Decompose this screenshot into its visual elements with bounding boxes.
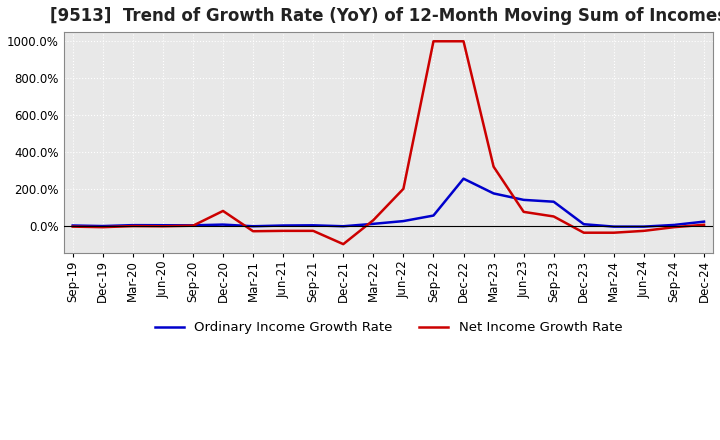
Net Income Growth Rate <box>490 164 498 169</box>
Ordinary Income Growth Rate <box>490 191 498 196</box>
Ordinary Income Growth Rate <box>519 197 528 202</box>
Legend: Ordinary Income Growth Rate, Net Income Growth Rate: Ordinary Income Growth Rate, Net Income … <box>149 316 627 340</box>
Net Income Growth Rate <box>249 229 258 234</box>
Ordinary Income Growth Rate <box>309 223 318 228</box>
Net Income Growth Rate <box>68 224 77 229</box>
Net Income Growth Rate <box>549 214 558 219</box>
Net Income Growth Rate <box>339 242 348 247</box>
Net Income Growth Rate <box>189 223 197 228</box>
Net Income Growth Rate <box>279 228 287 234</box>
Ordinary Income Growth Rate <box>459 176 468 181</box>
Ordinary Income Growth Rate <box>339 224 348 229</box>
Net Income Growth Rate <box>309 228 318 234</box>
Ordinary Income Growth Rate <box>639 224 648 229</box>
Ordinary Income Growth Rate <box>610 224 618 229</box>
Net Income Growth Rate <box>158 224 167 229</box>
Net Income Growth Rate <box>670 224 678 230</box>
Net Income Growth Rate <box>700 222 708 227</box>
Ordinary Income Growth Rate <box>249 224 258 229</box>
Ordinary Income Growth Rate <box>99 224 107 229</box>
Ordinary Income Growth Rate <box>68 223 77 228</box>
Net Income Growth Rate <box>219 208 228 213</box>
Ordinary Income Growth Rate <box>219 222 228 227</box>
Title: [9513]  Trend of Growth Rate (YoY) of 12-Month Moving Sum of Incomes: [9513] Trend of Growth Rate (YoY) of 12-… <box>50 7 720 25</box>
Net Income Growth Rate <box>99 224 107 230</box>
Ordinary Income Growth Rate <box>580 222 588 227</box>
Ordinary Income Growth Rate <box>158 223 167 228</box>
Net Income Growth Rate <box>399 186 408 191</box>
Net Income Growth Rate <box>429 39 438 44</box>
Ordinary Income Growth Rate <box>549 199 558 204</box>
Ordinary Income Growth Rate <box>279 223 287 228</box>
Net Income Growth Rate <box>519 209 528 215</box>
Line: Net Income Growth Rate: Net Income Growth Rate <box>73 41 704 244</box>
Ordinary Income Growth Rate <box>670 222 678 227</box>
Ordinary Income Growth Rate <box>399 218 408 224</box>
Net Income Growth Rate <box>459 39 468 44</box>
Net Income Growth Rate <box>610 230 618 235</box>
Ordinary Income Growth Rate <box>700 219 708 224</box>
Net Income Growth Rate <box>369 217 378 223</box>
Line: Ordinary Income Growth Rate: Ordinary Income Growth Rate <box>73 179 704 227</box>
Net Income Growth Rate <box>639 228 648 234</box>
Ordinary Income Growth Rate <box>369 221 378 227</box>
Ordinary Income Growth Rate <box>128 223 137 228</box>
Ordinary Income Growth Rate <box>189 223 197 228</box>
Ordinary Income Growth Rate <box>429 213 438 218</box>
Net Income Growth Rate <box>128 224 137 229</box>
Net Income Growth Rate <box>580 230 588 235</box>
